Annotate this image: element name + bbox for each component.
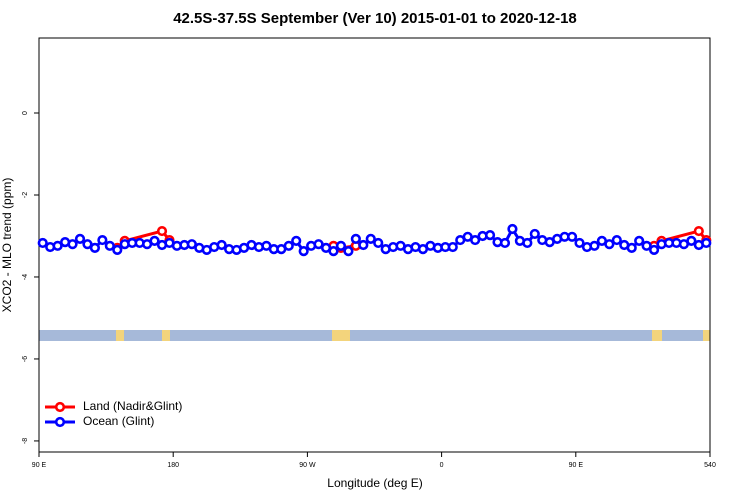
- data-point: [626, 242, 637, 253]
- chart-title: 42.5S-37.5S September (Ver 10) 2015-01-0…: [173, 10, 577, 27]
- data-point: [82, 239, 93, 250]
- x-tick-label: 0: [440, 462, 444, 469]
- y-tick-label: -4: [22, 274, 29, 280]
- land-patch: [703, 330, 710, 341]
- data-point: [566, 231, 578, 242]
- data-point: [365, 233, 376, 244]
- x-tick-label: 180: [167, 462, 179, 469]
- data-point: [507, 223, 518, 235]
- y-tick-label: -2: [22, 192, 29, 198]
- y-tick-label: -8: [22, 438, 29, 444]
- data-point: [611, 234, 622, 246]
- land-patch: [332, 330, 350, 341]
- legend-marker: [54, 416, 66, 428]
- data-point: [343, 246, 354, 257]
- data-point: [447, 241, 458, 253]
- legend-marker: [54, 401, 66, 413]
- data-point: [634, 235, 645, 247]
- data-point: [335, 240, 347, 251]
- data-point: [186, 239, 197, 250]
- data-point: [641, 240, 652, 251]
- data-point: [216, 239, 227, 251]
- data-point: [313, 239, 324, 250]
- data-point: [693, 225, 704, 237]
- y-axis-label: XCO2 - MLO trend (ppm): [0, 178, 14, 313]
- data-point: [350, 233, 361, 244]
- data-point: [589, 240, 600, 251]
- data-point: [283, 240, 294, 251]
- data-point: [89, 242, 101, 253]
- data-point: [484, 230, 496, 241]
- surface-strip: [39, 330, 710, 341]
- ocean-strip: [39, 330, 710, 341]
- data-point: [97, 234, 108, 246]
- data-point: [648, 244, 660, 256]
- x-tick-label: 90 E: [569, 462, 584, 469]
- x-axis-label: Longitude (deg E): [327, 476, 422, 490]
- data-point: [298, 246, 309, 257]
- data-point: [291, 235, 302, 247]
- legend: Land (Nadir&Glint)Ocean (Glint): [45, 399, 182, 428]
- data-point: [470, 234, 481, 246]
- land-patch: [652, 330, 662, 341]
- land-patch: [116, 330, 124, 341]
- data-point: [604, 239, 615, 250]
- y-tick-label: -6: [22, 356, 29, 362]
- x-tick-label: 540: [704, 462, 716, 469]
- data-point: [499, 237, 511, 249]
- data-point: [373, 237, 384, 249]
- legend-label: Ocean (Glint): [83, 414, 154, 428]
- data-point: [52, 240, 63, 251]
- data-point: [112, 244, 123, 256]
- data-point: [328, 246, 339, 257]
- data-point: [529, 228, 540, 240]
- y-tick-label: 0: [22, 111, 29, 115]
- data-point: [522, 237, 533, 249]
- data-point: [67, 239, 78, 250]
- legend-label: Land (Nadir&Glint): [83, 399, 182, 413]
- data-point: [358, 239, 369, 251]
- data-point: [74, 233, 86, 244]
- x-tick-label: 90 E: [32, 462, 47, 469]
- x-tick-label: 90 W: [299, 462, 316, 469]
- land-patch: [162, 330, 170, 341]
- data-point: [574, 237, 585, 249]
- data-point: [686, 235, 697, 247]
- data-point: [37, 237, 48, 249]
- data-point: [104, 240, 115, 251]
- data-point: [156, 225, 168, 237]
- data-point: [701, 237, 712, 249]
- data-point: [149, 235, 160, 247]
